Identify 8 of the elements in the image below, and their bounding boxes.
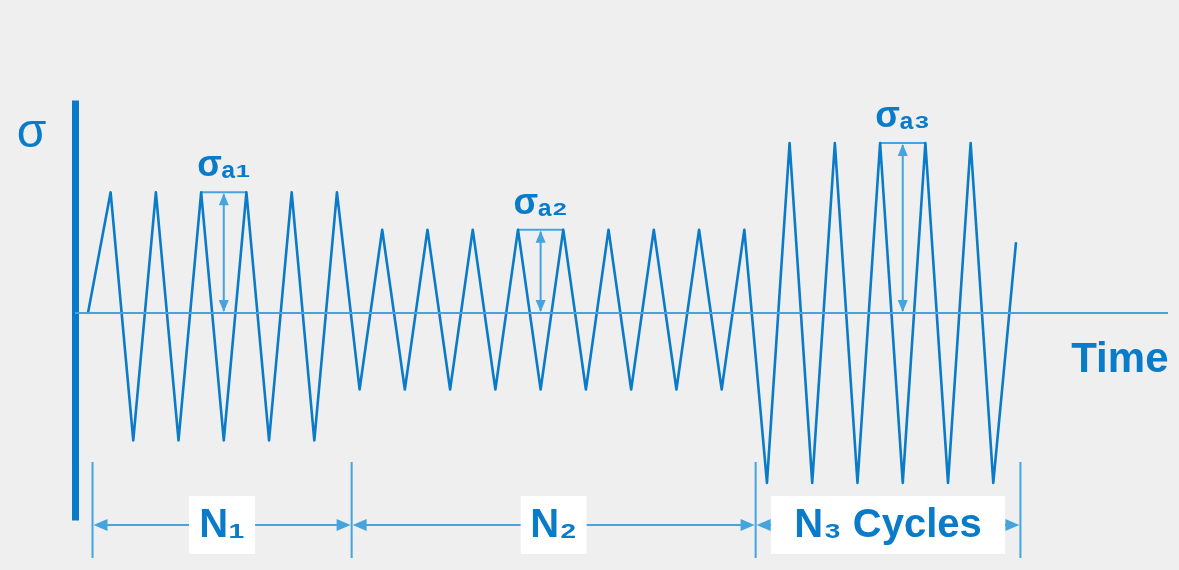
text: N₃ Cycles xyxy=(794,501,982,545)
x-axis-title: Time xyxy=(1071,334,1169,382)
y-axis-title: σ xyxy=(16,103,47,157)
text: N₁ xyxy=(199,501,245,545)
text: σₐ₃ xyxy=(875,94,931,135)
annotation: σₐ₁ xyxy=(197,143,251,185)
text: N₂ xyxy=(530,501,577,545)
annotation: σₐ₂ xyxy=(513,180,568,222)
